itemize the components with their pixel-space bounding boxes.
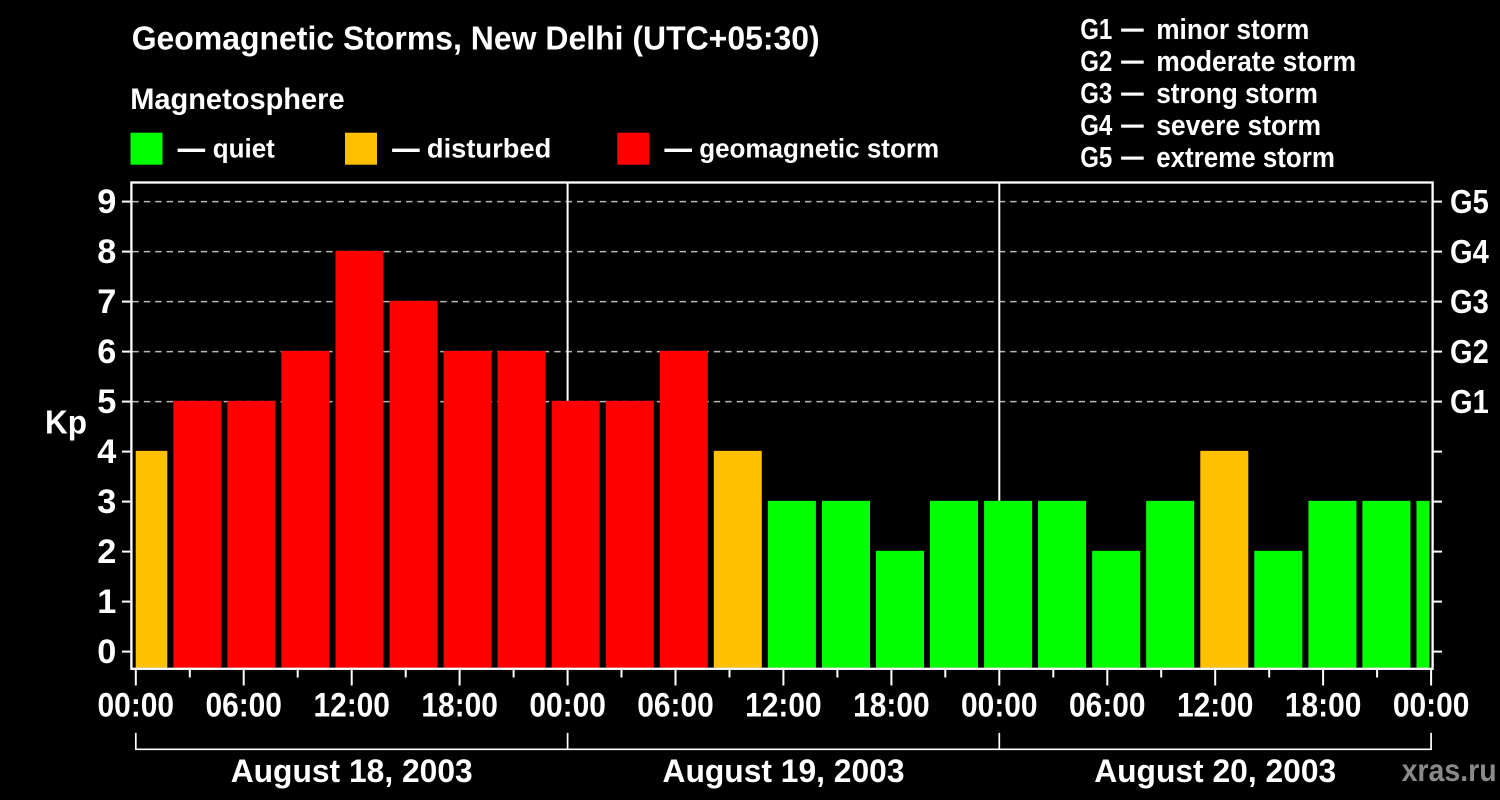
svg-text:18:00: 18:00 (421, 687, 498, 725)
svg-text:18:00: 18:00 (1285, 687, 1362, 725)
svg-text:G4: G4 (1450, 234, 1489, 271)
svg-text:Kp: Kp (45, 404, 87, 441)
svg-text:9: 9 (97, 183, 116, 221)
svg-text:quiet: quiet (213, 133, 275, 163)
svg-text:12:00: 12:00 (745, 687, 822, 725)
svg-text:moderate storm: moderate storm (1156, 46, 1356, 78)
svg-text:12:00: 12:00 (1177, 687, 1254, 725)
svg-text:geomagnetic storm: geomagnetic storm (699, 133, 939, 163)
svg-text:8: 8 (97, 233, 116, 271)
svg-text:6: 6 (97, 333, 116, 371)
svg-text:00:00: 00:00 (98, 687, 175, 725)
svg-text:Magnetosphere: Magnetosphere (130, 83, 344, 116)
svg-text:G1: G1 (1450, 384, 1489, 421)
svg-text:G2: G2 (1080, 46, 1112, 78)
svg-text:3: 3 (97, 483, 116, 521)
svg-text:G4: G4 (1080, 110, 1112, 142)
svg-text:minor storm: minor storm (1156, 14, 1309, 46)
svg-text:00:00: 00:00 (1393, 687, 1470, 725)
svg-text:1: 1 (97, 583, 116, 621)
svg-text:strong storm: strong storm (1156, 78, 1318, 110)
svg-text:disturbed: disturbed (427, 133, 551, 163)
svg-text:12:00: 12:00 (313, 687, 390, 725)
svg-text:August 18, 2003: August 18, 2003 (231, 753, 473, 789)
svg-text:G3: G3 (1450, 284, 1489, 321)
svg-text:August 19, 2003: August 19, 2003 (663, 753, 905, 789)
svg-text:4: 4 (97, 433, 116, 471)
svg-text:xras.ru: xras.ru (1402, 752, 1497, 788)
svg-text:severe storm: severe storm (1156, 110, 1321, 142)
svg-text:G2: G2 (1450, 334, 1489, 371)
svg-text:G3: G3 (1080, 78, 1112, 110)
svg-text:G5: G5 (1080, 142, 1112, 174)
svg-text:00:00: 00:00 (961, 687, 1038, 725)
svg-text:06:00: 06:00 (1069, 687, 1146, 725)
svg-text:August 20, 2003: August 20, 2003 (1094, 753, 1336, 789)
svg-text:extreme storm: extreme storm (1156, 142, 1335, 174)
svg-text:7: 7 (97, 283, 116, 321)
svg-text:06:00: 06:00 (637, 687, 714, 725)
svg-text:G5: G5 (1450, 184, 1489, 221)
svg-text:18:00: 18:00 (853, 687, 930, 725)
svg-text:5: 5 (97, 383, 116, 421)
svg-text:2: 2 (97, 533, 116, 571)
svg-text:00:00: 00:00 (529, 687, 606, 725)
svg-text:0: 0 (97, 633, 116, 671)
svg-text:06:00: 06:00 (205, 687, 282, 725)
svg-text:Geomagnetic Storms, New Delhi: Geomagnetic Storms, New Delhi (UTC+05:30… (132, 19, 820, 57)
svg-text:G1: G1 (1080, 14, 1112, 46)
